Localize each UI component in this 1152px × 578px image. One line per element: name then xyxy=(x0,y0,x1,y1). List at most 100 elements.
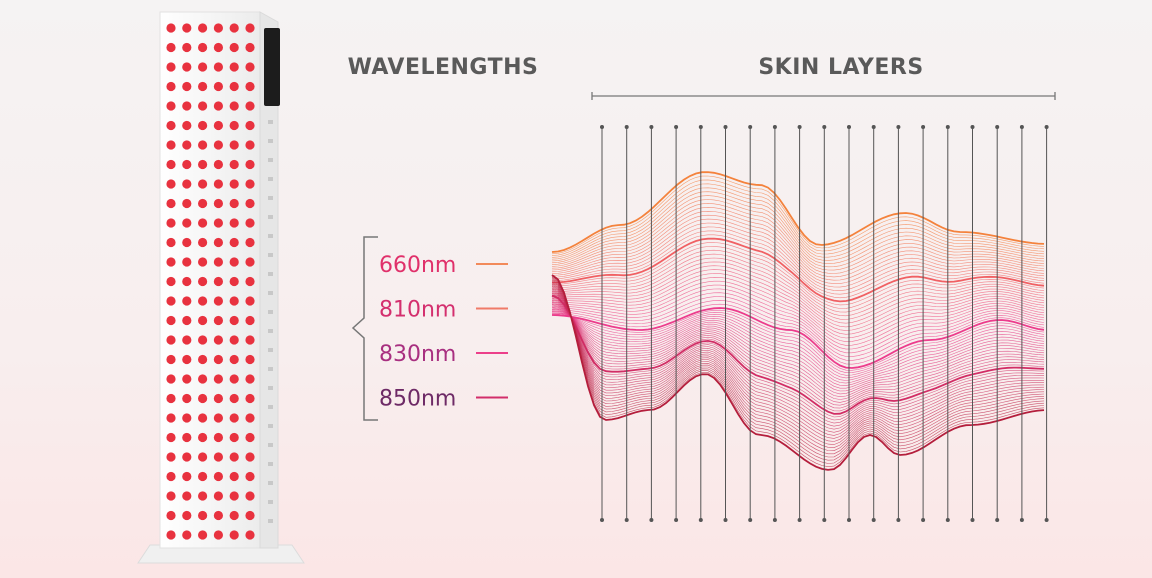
layer-dot xyxy=(600,125,604,129)
led xyxy=(182,335,192,345)
led xyxy=(182,62,192,72)
layer-dot xyxy=(698,125,703,129)
wavelength-label: 830nm xyxy=(379,342,456,367)
layer-dot xyxy=(847,125,851,129)
led xyxy=(166,530,176,540)
wave-line xyxy=(551,284,1045,346)
vent xyxy=(268,481,273,485)
led xyxy=(245,471,255,482)
layer-dot xyxy=(970,125,975,129)
layer-dot xyxy=(748,518,753,522)
led xyxy=(229,257,239,267)
led xyxy=(198,471,208,482)
vent xyxy=(268,196,273,200)
led xyxy=(213,491,223,501)
layer-dot xyxy=(674,125,679,129)
led xyxy=(198,42,208,53)
wave-line xyxy=(551,199,1045,268)
vent xyxy=(268,424,273,428)
wavelength-label: 660nm xyxy=(379,253,456,278)
vent xyxy=(268,253,273,257)
led xyxy=(229,354,239,365)
led xyxy=(166,81,176,92)
led xyxy=(245,42,255,53)
wave-line xyxy=(551,183,1045,258)
control-screen xyxy=(264,28,280,106)
led xyxy=(166,510,176,521)
led xyxy=(245,140,255,150)
led xyxy=(182,159,192,170)
layer-dot xyxy=(847,518,851,522)
layer-dot xyxy=(1044,125,1049,129)
wave-line xyxy=(551,218,1045,284)
led xyxy=(198,120,208,131)
panel-front xyxy=(159,11,261,549)
led xyxy=(245,315,255,326)
led xyxy=(229,393,239,404)
led xyxy=(166,276,176,287)
wave-line xyxy=(551,301,1045,400)
led xyxy=(229,296,239,306)
led xyxy=(229,452,239,462)
led xyxy=(245,354,255,365)
wave-line xyxy=(551,310,1045,379)
led xyxy=(198,276,208,287)
wave-line xyxy=(551,234,1045,299)
led xyxy=(198,257,208,267)
led xyxy=(229,237,239,248)
led xyxy=(166,374,176,384)
led xyxy=(182,452,192,462)
wave-line xyxy=(551,307,1045,384)
wave-line xyxy=(551,175,1045,255)
wave-line xyxy=(551,242,1045,306)
vent xyxy=(268,386,273,390)
layer-dot xyxy=(600,518,604,522)
led xyxy=(229,101,239,111)
led xyxy=(229,510,239,521)
layer-dot xyxy=(945,518,950,522)
led xyxy=(213,257,223,267)
led xyxy=(245,530,255,540)
wavelength-bracket xyxy=(351,236,378,421)
led xyxy=(213,276,223,287)
wave-line xyxy=(551,305,1045,389)
led xyxy=(182,354,192,365)
led xyxy=(182,140,192,150)
led xyxy=(213,471,223,482)
wave-line xyxy=(551,306,1045,386)
wave-line xyxy=(551,214,1045,281)
led xyxy=(198,101,208,111)
layer-dot xyxy=(970,518,975,522)
led xyxy=(229,315,239,326)
layer-dot xyxy=(896,125,901,129)
vent xyxy=(268,462,273,466)
led xyxy=(198,62,208,72)
wavelength-label: 810nm xyxy=(379,298,456,323)
wave-line xyxy=(551,291,1045,424)
led xyxy=(245,120,255,131)
wave-line xyxy=(551,246,1045,309)
wave-line xyxy=(551,283,1045,445)
led xyxy=(166,101,176,111)
led xyxy=(198,218,208,228)
wave-line xyxy=(551,285,1045,442)
vent xyxy=(268,177,273,181)
led xyxy=(245,237,255,248)
wave-line xyxy=(551,279,1045,458)
wave-line xyxy=(551,287,1044,436)
layer-dot xyxy=(921,518,926,522)
led xyxy=(229,471,239,482)
vent xyxy=(268,291,273,295)
wave-line xyxy=(552,269,1045,331)
led xyxy=(198,354,208,365)
led xyxy=(198,159,208,170)
layer-dot xyxy=(945,125,950,129)
wave-line xyxy=(552,273,1045,335)
led xyxy=(245,452,255,462)
layer-dot xyxy=(624,125,629,129)
led xyxy=(229,335,239,345)
wave-line xyxy=(551,226,1045,292)
led xyxy=(166,140,176,150)
led xyxy=(182,257,192,267)
